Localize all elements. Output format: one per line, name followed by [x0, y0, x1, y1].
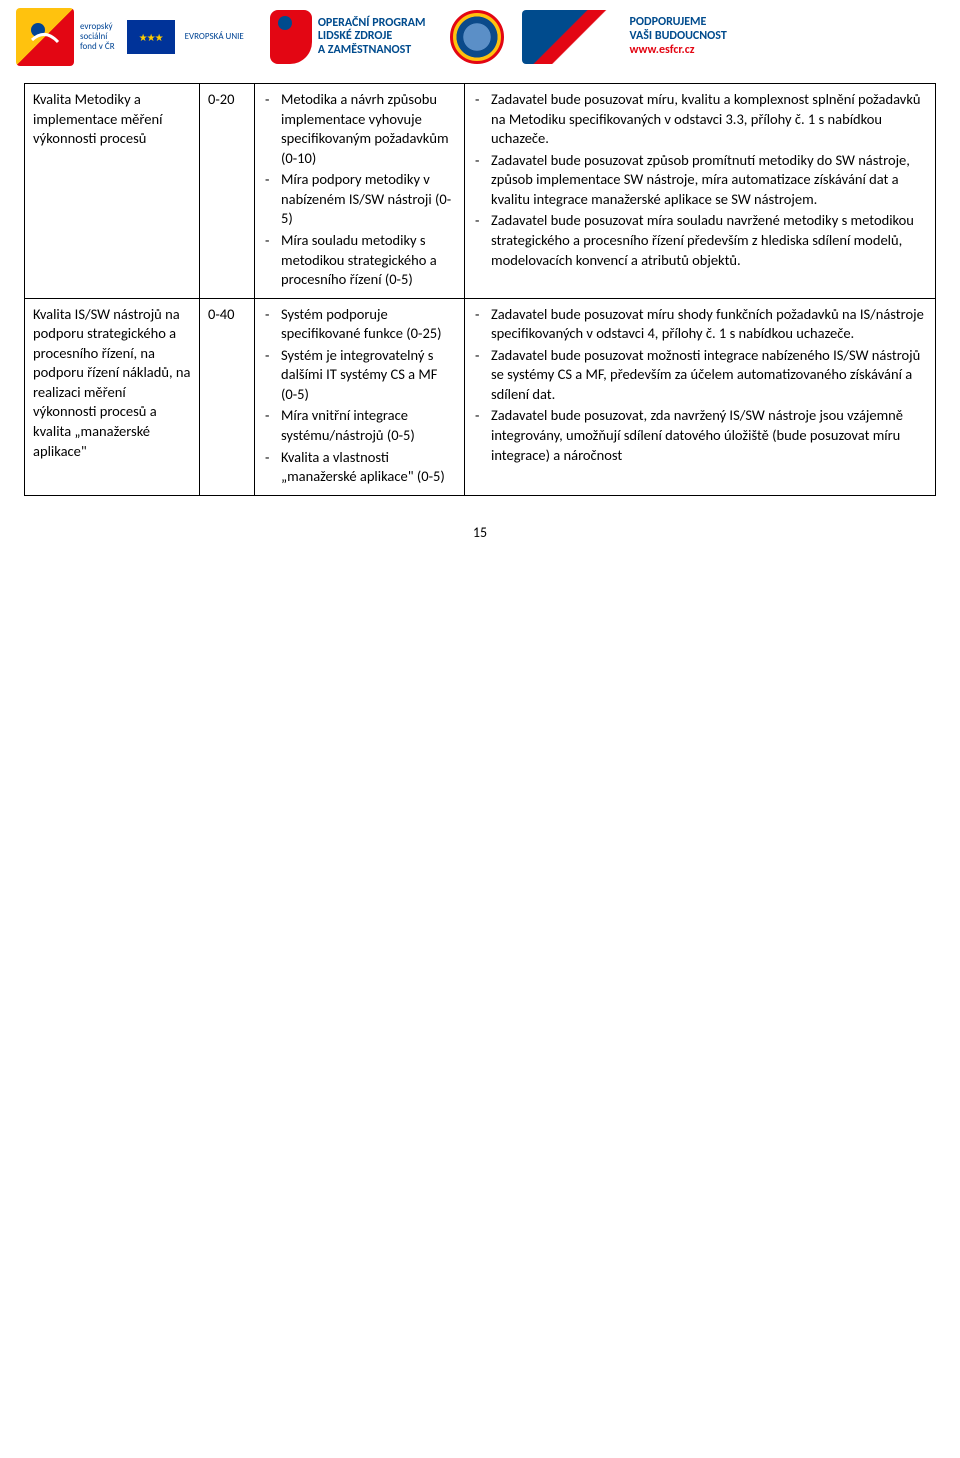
subcriteria-cell: Systém podporuje specifikované funkce (0…: [255, 298, 465, 495]
description-item: Zadavatel bude posuzovat míru shody funk…: [473, 305, 927, 344]
table-row: Kvalita IS/SW nástrojů na podporu strate…: [25, 298, 936, 495]
support-line: PODPORUJEME: [630, 16, 727, 30]
criterion-name-cell: Kvalita Metodiky a implementace měření v…: [25, 84, 200, 299]
op-line: A ZAMĚSTNANOST: [318, 44, 426, 57]
op-icon: [270, 10, 312, 64]
criteria-table: Kvalita Metodiky a implementace měření v…: [24, 83, 936, 496]
description-cell: Zadavatel bude posuzovat míru shody funk…: [465, 298, 936, 495]
op-line: LIDSKÉ ZDROJE: [318, 30, 426, 43]
wave-icon: [522, 10, 612, 64]
subcriterion-item: Míra souladu metodiky s metodikou strate…: [263, 231, 456, 290]
subcriterion-item: Systém podporuje specifikované funkce (0…: [263, 305, 456, 344]
op-text: OPERAČNÍ PROGRAM LIDSKÉ ZDROJE A ZAMĚSTN…: [318, 17, 426, 57]
description-item: Zadavatel bude posuzovat, zda navržený I…: [473, 406, 927, 465]
subcriterion-item: Systém je integrovatelný s dalšími IT sy…: [263, 346, 456, 405]
description-item: Zadavatel bude posuzovat míra souladu na…: [473, 211, 927, 270]
op-logo-block: OPERAČNÍ PROGRAM LIDSKÉ ZDROJE A ZAMĚSTN…: [270, 10, 426, 64]
support-url: www.esfcr.cz: [630, 44, 727, 58]
subcriterion-item: Míra vnitřní integrace systému/nástrojů …: [263, 406, 456, 445]
subcriteria-cell: Metodika a návrh způsobu implementace vy…: [255, 84, 465, 299]
subcriterion-item: Kvalita a vlastnosti „manažerské aplikac…: [263, 448, 456, 487]
description-cell: Zadavatel bude posuzovat míru, kvalitu a…: [465, 84, 936, 299]
eu-logo-block: EVROPSKÁ UNIE: [127, 20, 244, 54]
subcriterion-item: Metodika a návrh způsobu implementace vy…: [263, 90, 456, 168]
esf-icon: [16, 8, 74, 66]
seal-icon: [450, 10, 504, 64]
esf-line: fond v ČR: [80, 42, 115, 52]
score-range-cell: 0-20: [200, 84, 255, 299]
eu-label: EVROPSKÁ UNIE: [185, 32, 244, 42]
support-line: VAŠI BUDOUCNOST: [630, 30, 727, 44]
esf-logo-block: evropský sociální fond v ČR: [16, 8, 115, 66]
support-text: PODPORUJEME VAŠI BUDOUCNOST www.esfcr.cz: [630, 16, 727, 57]
description-item: Zadavatel bude posuzovat možnosti integr…: [473, 346, 927, 405]
criterion-name-cell: Kvalita IS/SW nástrojů na podporu strate…: [25, 298, 200, 495]
description-item: Zadavatel bude posuzovat míru, kvalitu a…: [473, 90, 927, 149]
eu-flag-icon: [127, 20, 175, 54]
document-header: evropský sociální fond v ČR EVROPSKÁ UNI…: [0, 0, 960, 75]
table-row: Kvalita Metodiky a implementace měření v…: [25, 84, 936, 299]
esf-text: evropský sociální fond v ČR: [80, 22, 115, 52]
description-item: Zadavatel bude posuzovat způsob promítnu…: [473, 151, 927, 210]
subcriterion-item: Míra podpory metodiky v nabízeném IS/SW …: [263, 170, 456, 229]
page-number: 15: [0, 524, 960, 541]
score-range-cell: 0-40: [200, 298, 255, 495]
